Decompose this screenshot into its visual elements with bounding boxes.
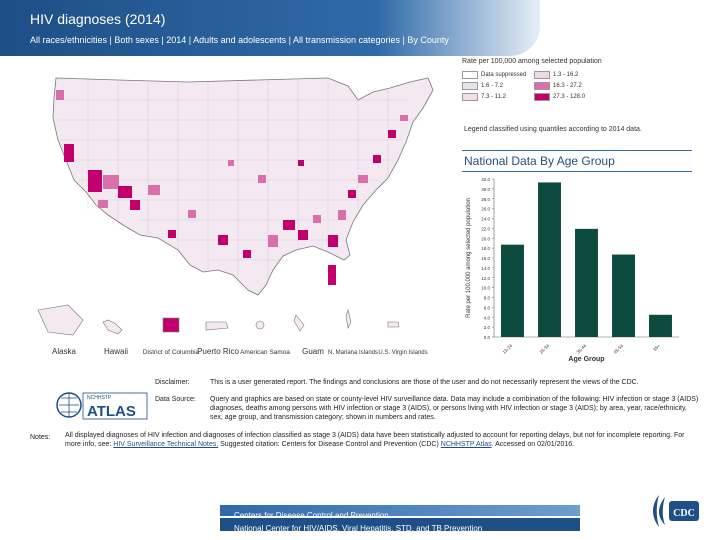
footer-nchhstp-bar: National Center for HIV/AIDS, Viral Hepa… [220, 518, 580, 533]
atlas-logo: NCHHSTP ATLAS [56, 392, 148, 420]
y-tick-label: 30.0 [481, 187, 490, 192]
logo-small-text: NCHHSTP [87, 395, 112, 401]
bar-35-44 [575, 228, 598, 337]
bar-55+ [649, 314, 672, 337]
y-tick-label: 4.0 [484, 315, 491, 320]
y-tick-label: 20.0 [481, 236, 490, 241]
y-axis-label: Rate per 100,000 among selected populati… [466, 198, 472, 318]
notes-label: Notes: [30, 434, 51, 441]
legend-swatch [462, 70, 478, 79]
legend-swatch [534, 70, 550, 79]
footer-line1: Centers for Disease Control and Preventi… [234, 511, 389, 520]
high-rate-counties [56, 90, 408, 285]
y-tick-label: 28.0 [481, 197, 490, 202]
x-tick-label: 35-44 [576, 343, 588, 355]
legend-label: 1.3 - 16.2 [553, 71, 579, 78]
x-tick-label: 13-24 [502, 343, 514, 355]
legend-label: 1.6 - 7.2 [481, 82, 504, 89]
y-tick-label: 24.0 [481, 217, 490, 222]
legend-swatch [534, 81, 550, 90]
territory-label: Hawaii [104, 347, 128, 356]
y-tick-label: 8.0 [484, 296, 491, 301]
page-title: HIV diagnoses (2014) [30, 11, 166, 27]
y-tick-label: 14.0 [481, 266, 490, 271]
map-legend: Rate per 100,000 among selected populati… [462, 58, 682, 108]
territory-label: Guam [302, 347, 324, 356]
legend-swatch [534, 92, 550, 101]
atlas-link[interactable]: NCHHSTP Atlas [440, 441, 492, 448]
chart-title: National Data By Age Group [462, 150, 692, 172]
y-tick-label: 32.0 [481, 177, 490, 182]
cdc-logo: CDC [653, 495, 699, 527]
logo-big-text: ATLAS [87, 403, 136, 420]
x-axis-label: Age Group [568, 356, 604, 363]
territory-label: Alaska [52, 347, 77, 356]
notes-text-part: Suggested citation: Centers for Disease … [220, 441, 439, 448]
datasource-label: Data Source: [155, 396, 196, 403]
technical-notes-link[interactable]: HIV Surveillance Technical Notes. [113, 441, 219, 448]
legend-label: Data suppressed [481, 71, 527, 78]
legend-label: 16.3 - 27.2 [553, 82, 582, 89]
disclaimer-label: Disclaimer: [155, 379, 190, 386]
county-map[interactable]: Alaska Hawaii District of Columbia Puert… [28, 60, 458, 360]
y-tick-label: 6.0 [484, 305, 491, 310]
report-header: HIV diagnoses (2014) All races/ethniciti… [0, 0, 540, 56]
legend-label: 7.3 - 11.2 [481, 93, 506, 100]
cdc-logo-text: CDC [673, 508, 695, 519]
footer-cdc-bar: Centers for Disease Control and Preventi… [220, 505, 580, 520]
notes-text: All displayed diagnoses of HIV infection… [65, 431, 700, 449]
bar-45-54 [612, 254, 635, 337]
age-group-bar-chart[interactable]: 0.0 2.0 4.0 6.0 8.0 10.0 12.0 14.0 16.0 18.0 20.0 2… [462, 173, 692, 363]
legend-swatch [462, 92, 478, 101]
x-tick-label: 25-34 [539, 343, 551, 355]
x-tick-label: 45-54 [613, 343, 625, 355]
y-tick-label: 12.0 [481, 276, 490, 281]
legend-title: Rate per 100,000 among selected populati… [462, 58, 602, 65]
filter-breadcrumb: All races/ethnicities | Both sexes | 201… [30, 35, 449, 45]
territory-label: Puerto Rico [197, 347, 239, 356]
bar-13-24 [501, 244, 524, 337]
y-tick-label: 18.0 [481, 246, 490, 251]
disclaimer-text: This is a user generated report. The fin… [210, 379, 639, 386]
legend-label: 27.3 - 128.0 [553, 93, 586, 100]
bar-25-34 [538, 182, 561, 337]
y-tick-label: 10.0 [481, 286, 490, 291]
y-tick-label: 16.0 [481, 256, 490, 261]
footer-line2: National Center for HIV/AIDS, Viral Hepa… [234, 524, 483, 533]
territory-label: N. Mariana Islands [328, 350, 378, 356]
territory-insets [37, 304, 400, 336]
datasource-text: Query and graphics are based on state or… [210, 396, 699, 421]
legend-note: Legend classified using quantiles accord… [464, 126, 642, 133]
county-grid [58, 78, 418, 285]
y-tick-label: 2.0 [484, 325, 491, 330]
notes-text-part: All displayed diagnoses of HIV infection… [65, 432, 685, 448]
y-tick-label: 0.0 [484, 335, 491, 340]
y-tick-label: 22.0 [481, 226, 490, 231]
territory-label: American Samoa [240, 349, 290, 356]
x-tick-label: 55+ [652, 343, 661, 352]
legend-swatch [462, 81, 478, 90]
territory-label: U.S. Virgin Islands [378, 350, 427, 356]
y-tick-label: 26.0 [481, 207, 490, 212]
notes-text-part: . Accessed on 02/01/2016. [491, 441, 575, 448]
territory-label: District of Columbia [143, 349, 200, 356]
territory-labels: Alaska Hawaii District of Columbia Puert… [52, 347, 428, 356]
